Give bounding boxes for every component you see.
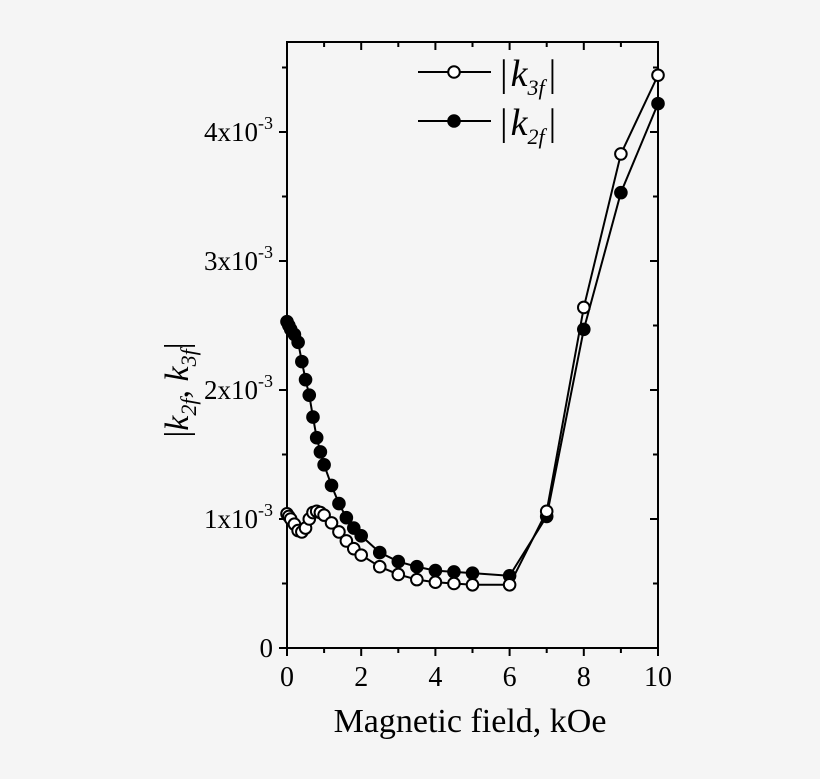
- data-point: [651, 96, 665, 111]
- y-label-sub-2f: 2f: [176, 396, 201, 416]
- y-axis: 0 1x10-3 2x10-3 3x10-3 4x10-3: [204, 66, 658, 663]
- data-point: [295, 354, 309, 369]
- x-tick-label: 10: [644, 662, 672, 693]
- legend-marker-icon: [447, 65, 461, 79]
- data-point: [332, 496, 346, 511]
- series-layer: [280, 68, 665, 592]
- data-point: [651, 68, 665, 83]
- x-tick-label: 6: [503, 662, 517, 693]
- data-point: [465, 566, 480, 580]
- data-point: [317, 458, 331, 472]
- data-point: [410, 572, 424, 587]
- y-label-sub-3f: 3f: [176, 346, 201, 367]
- data-point: [291, 335, 305, 350]
- data-point: [372, 559, 387, 574]
- data-point: [309, 430, 324, 445]
- y-label-bar-left: |: [159, 431, 196, 438]
- y-tick-label: 0: [260, 633, 274, 663]
- data-point: [447, 565, 461, 579]
- svg-text:|k2f, k3f|: |k2f, k3f|: [159, 342, 201, 437]
- legend: |k3f ||k2f |: [418, 53, 556, 149]
- data-point: [354, 548, 369, 562]
- data-point: [465, 577, 480, 592]
- data-point: [332, 525, 346, 539]
- data-point: [614, 147, 628, 161]
- y-axis-label: |k2f, k3f|: [159, 342, 201, 437]
- data-point: [447, 576, 461, 591]
- x-tick-label: 8: [577, 662, 591, 693]
- y-label-sep: ,: [159, 382, 196, 399]
- data-point: [428, 575, 443, 590]
- data-point: [428, 563, 443, 578]
- legend-item-3f: |k3f |: [418, 53, 556, 100]
- legend-marker-icon: [447, 114, 461, 128]
- data-point: [577, 300, 591, 315]
- y-tick-label: 3x10-3: [204, 242, 273, 276]
- legend-label: |k2f |: [500, 102, 556, 149]
- data-point: [539, 504, 554, 519]
- y-tick-label: 1x10-3: [204, 500, 273, 534]
- data-point: [502, 577, 517, 592]
- y-label-k2f: k: [159, 415, 196, 431]
- y-tick-label: 2x10-3: [204, 371, 273, 405]
- x-tick-label: 4: [428, 662, 442, 693]
- data-point: [324, 516, 339, 530]
- data-point: [313, 445, 328, 459]
- legend-item-2f: |k2f |: [418, 102, 556, 149]
- data-point: [614, 185, 628, 200]
- data-point: [391, 554, 406, 569]
- y-tick-label: 4x10-3: [204, 113, 273, 147]
- data-point: [298, 372, 313, 387]
- x-axis: 0 2 4 6 8 10: [280, 42, 672, 693]
- data-point: [306, 410, 320, 424]
- legend-label: |k3f |: [500, 53, 556, 100]
- y-label-k3f: k: [159, 366, 196, 382]
- data-point: [302, 388, 317, 402]
- x-tick-label: 0: [280, 662, 294, 693]
- data-point: [324, 478, 339, 493]
- x-axis-label: Magnetic field, kOe: [334, 703, 607, 740]
- data-point: [372, 545, 387, 560]
- y-label-bar-right: |: [159, 342, 196, 349]
- x-tick-label: 2: [354, 662, 368, 693]
- data-point: [410, 559, 424, 574]
- data-point: [339, 510, 354, 525]
- series-k3f: [280, 68, 665, 592]
- data-point: [354, 528, 369, 543]
- data-point: [391, 567, 406, 582]
